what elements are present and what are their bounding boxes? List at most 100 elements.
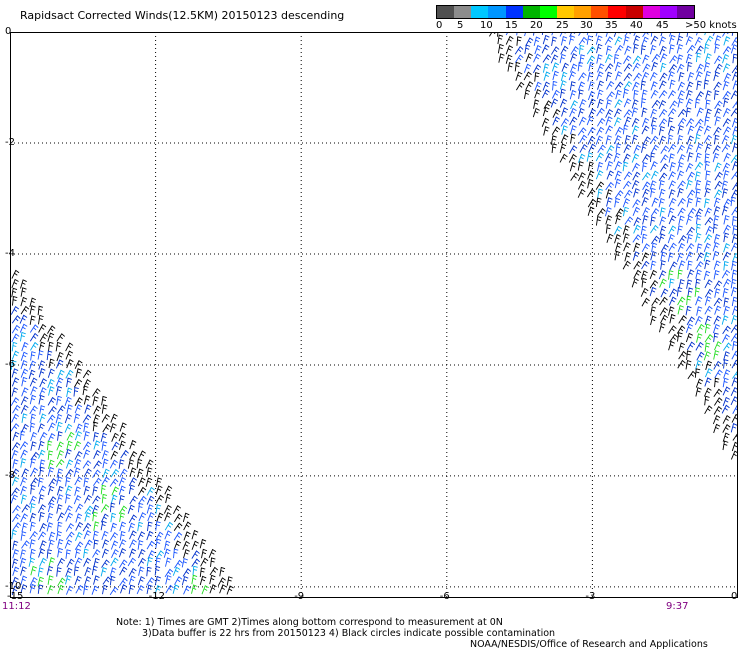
wind-barb — [525, 81, 534, 91]
wind-barb — [577, 81, 586, 91]
wind-barb — [687, 207, 697, 217]
wind-barb — [47, 502, 55, 513]
wind-barb — [129, 451, 138, 460]
wind-barb — [83, 441, 92, 450]
wind-barb — [669, 278, 675, 288]
wind-barb — [659, 225, 667, 235]
wind-barb — [704, 70, 712, 81]
wind-barb — [659, 72, 668, 82]
wind-barb — [649, 279, 659, 289]
wind-barb — [533, 36, 541, 46]
wind-barb — [713, 388, 723, 398]
wind-barb — [722, 386, 731, 396]
wind-barb — [632, 43, 639, 54]
wind-barb — [155, 550, 165, 559]
wind-barb — [614, 225, 622, 235]
wind-barb — [155, 538, 162, 549]
wind-barb — [128, 477, 137, 487]
wind-barb — [586, 116, 595, 126]
wind-barb — [20, 331, 26, 342]
wind-barb — [705, 90, 712, 100]
wind-barb — [21, 341, 29, 352]
wind-barb — [12, 540, 19, 551]
wind-barb — [605, 215, 613, 225]
wind-barb — [57, 512, 66, 522]
wind-barb — [92, 477, 102, 486]
colorbar-segment — [454, 6, 472, 18]
wind-barb — [100, 432, 108, 443]
wind-barb — [597, 207, 606, 217]
wind-barb — [552, 70, 559, 81]
wind-barb — [722, 396, 730, 407]
wind-barb — [65, 476, 71, 487]
wind-barb — [192, 565, 198, 576]
wind-barb — [704, 334, 714, 343]
wind-barb — [55, 359, 64, 369]
wind-barb — [137, 531, 146, 541]
wind-barb — [57, 557, 66, 567]
wind-barb — [696, 351, 705, 361]
wind-barb — [659, 207, 666, 217]
wind-barb — [83, 530, 92, 540]
wind-barb — [146, 530, 154, 541]
wind-barb — [93, 521, 100, 531]
wind-barb — [47, 368, 55, 378]
wind-barb — [714, 162, 722, 172]
wind-barb — [714, 180, 723, 190]
wind-barb — [650, 224, 659, 234]
wind-barb — [633, 188, 640, 198]
wind-barb — [534, 81, 542, 91]
wind-barb — [136, 585, 145, 595]
wind-barb — [559, 88, 566, 99]
wind-barb — [20, 351, 28, 361]
wind-barb — [605, 99, 612, 109]
wind-barb — [29, 405, 38, 415]
wind-barb — [30, 413, 37, 424]
wind-barb — [641, 107, 648, 118]
wind-barb — [694, 171, 701, 181]
wind-barb — [73, 467, 81, 477]
y-tick-label: -10 — [5, 580, 22, 592]
wind-barb — [604, 152, 613, 162]
wind-barb — [155, 494, 164, 504]
wind-barb — [20, 368, 29, 378]
wind-barb — [650, 152, 656, 163]
wind-barb — [586, 55, 596, 65]
wind-map-plot — [10, 32, 738, 598]
wind-barb — [569, 116, 578, 126]
wind-barb — [73, 378, 83, 388]
wind-barb — [712, 242, 720, 252]
wind-barb — [47, 466, 55, 477]
wind-barb — [543, 126, 550, 136]
colorbar-label: >50 knots — [685, 20, 737, 31]
wind-barb — [685, 305, 692, 316]
wind-barb — [588, 61, 595, 72]
wind-barb — [695, 223, 702, 234]
wind-barb — [533, 99, 540, 109]
wind-barb — [57, 538, 64, 549]
wind-barb — [119, 521, 127, 531]
wind-barb — [704, 259, 711, 270]
wind-barb — [55, 377, 64, 387]
wind-barb — [669, 100, 678, 109]
wind-barb — [497, 43, 504, 54]
wind-barb — [641, 297, 650, 307]
wind-barb — [623, 36, 630, 46]
wind-barb — [658, 118, 668, 127]
wind-barb — [65, 567, 73, 577]
wind-barb — [48, 358, 55, 369]
wind-barb — [650, 161, 658, 171]
wind-barb — [129, 467, 137, 477]
wind-barb — [704, 315, 712, 325]
wind-barb — [163, 504, 172, 514]
wind-barb — [120, 449, 129, 459]
wind-barb — [109, 502, 116, 513]
wind-barb — [20, 287, 27, 297]
wind-barb — [137, 486, 147, 496]
wind-barb — [615, 89, 622, 100]
wind-barb — [64, 423, 73, 433]
wind-barb — [704, 342, 711, 352]
wind-barb — [29, 583, 37, 594]
wind-barb — [723, 198, 732, 208]
wind-barb — [568, 35, 576, 45]
